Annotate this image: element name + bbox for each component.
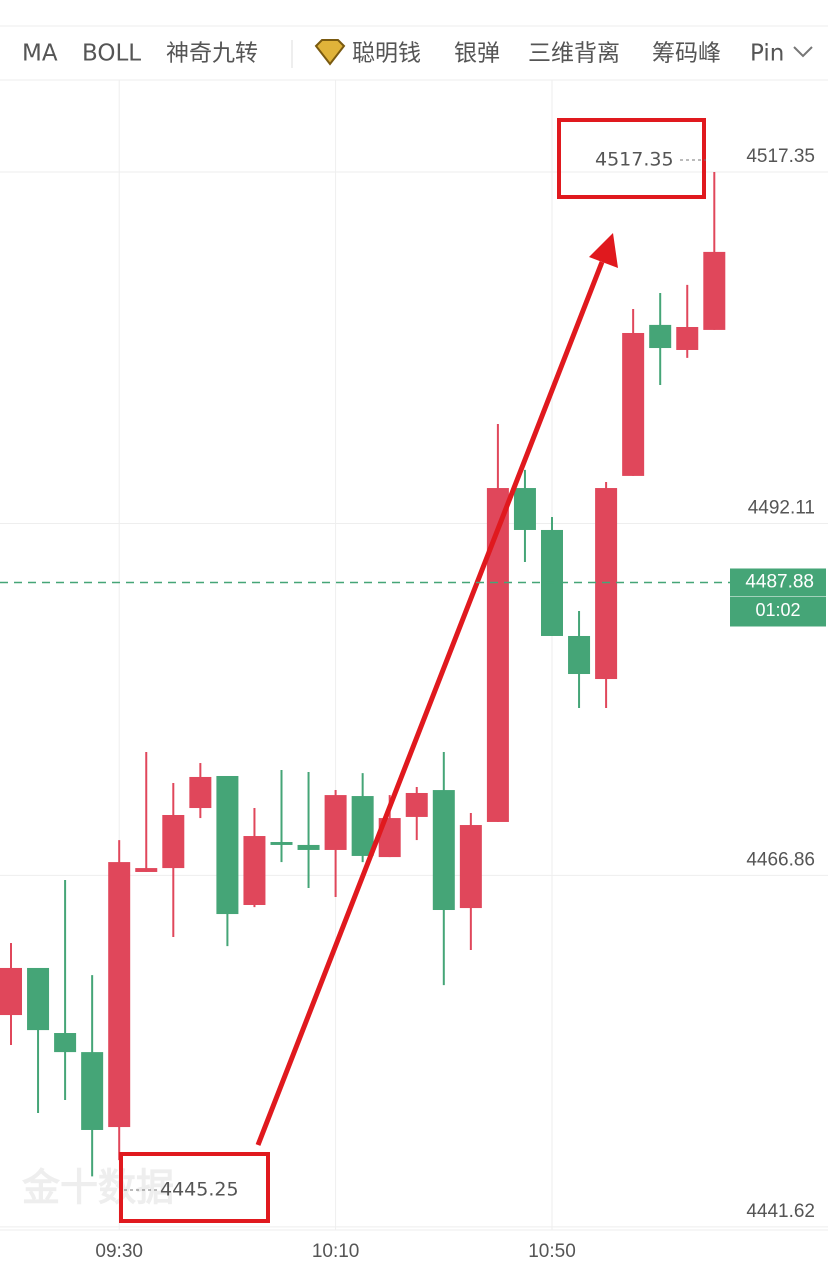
candle-body [189, 776, 212, 809]
candle-body [622, 332, 645, 476]
candle-body [432, 790, 455, 911]
candle-body [649, 324, 672, 349]
low-annotation: 4445.25 [160, 1179, 239, 1201]
high-box [557, 118, 706, 199]
watermark: 金十数据 [21, 1166, 174, 1210]
diamond-icon [314, 39, 346, 66]
status-strip [0, 0, 828, 26]
candle-body [54, 1033, 77, 1053]
arrow-head [589, 233, 618, 268]
candle-body [459, 825, 482, 909]
candle-body [297, 844, 320, 850]
tool-divergence[interactable]: 三维背离 [528, 41, 620, 67]
candle-body [162, 814, 185, 869]
toolbar: MA BOLL 神奇九转 聪明钱 银弹 三维背离 筹码峰 Pin [22, 39, 813, 68]
candle-body [108, 862, 131, 1128]
y-tick-label: 4441.62 [746, 1201, 815, 1222]
high-annotation: 4517.35 [595, 149, 674, 171]
candle-body [568, 635, 591, 675]
y-tick-label: 4466.86 [746, 849, 815, 870]
candle-body [216, 775, 239, 915]
x-tick-label: 09:30 [95, 1241, 143, 1262]
candle-body [27, 967, 50, 1031]
candle-body [405, 792, 428, 817]
candle-body [243, 836, 266, 905]
candle-body [595, 488, 618, 680]
tool-bullet[interactable]: 银弹 [454, 41, 500, 67]
x-tick-label: 10:50 [528, 1241, 576, 1262]
candle-body [270, 842, 293, 845]
candle-body [351, 796, 374, 856]
candle-body [486, 488, 509, 822]
chevron[interactable] [793, 46, 813, 58]
low-box [119, 1152, 270, 1223]
last-price-label: 4487.88 [745, 572, 814, 593]
tool-ma[interactable]: MA [22, 41, 58, 67]
candle-body [135, 868, 158, 872]
candle-body [513, 488, 536, 530]
arrow-shaft [255, 261, 605, 1146]
tool-boll[interactable]: BOLL [82, 41, 141, 67]
last-price-box [730, 568, 826, 627]
countdown-label: 01:02 [755, 600, 800, 620]
candle-body [703, 251, 726, 330]
annotations: 4517.35 4445.25 [119, 118, 706, 1223]
candle-body [0, 967, 22, 1016]
tool-nine[interactable]: 神奇九转 [166, 41, 258, 67]
tool-chip[interactable]: 筹码峰 [652, 41, 721, 67]
x-tick-label: 10:10 [312, 1241, 360, 1262]
tool-smart[interactable]: 聪明钱 [352, 41, 421, 67]
candle-body [324, 795, 347, 850]
y-tick-label: 4492.11 [748, 498, 815, 519]
candle-body [676, 326, 699, 350]
candle-body [81, 1052, 104, 1130]
tool-pin[interactable]: Pin [750, 41, 784, 67]
y-tick-label: 4517.35 [746, 146, 815, 167]
